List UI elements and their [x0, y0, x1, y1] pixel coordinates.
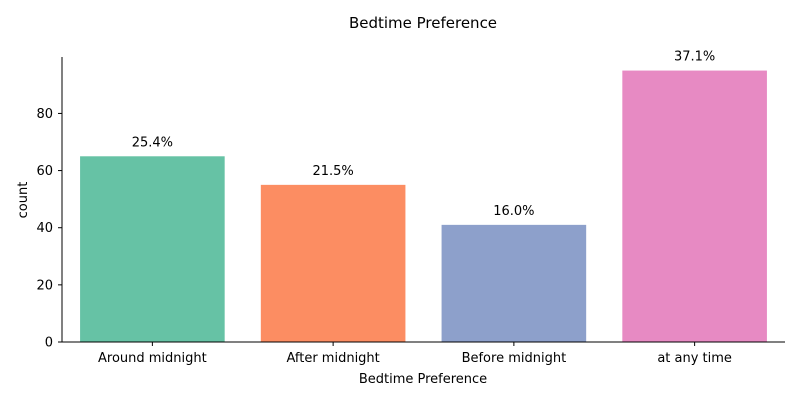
x-axis-title: Bedtime Preference: [359, 372, 487, 387]
x-tick-label-3: at any time: [657, 351, 732, 366]
chart-title: Bedtime Preference: [349, 14, 497, 32]
bar-3: [622, 70, 767, 343]
data-label-1: 21.5%: [312, 164, 353, 179]
bars-layer: [80, 70, 767, 343]
data-label-3: 37.1%: [674, 50, 715, 65]
x-tick-label-1: After midnight: [286, 351, 379, 366]
data-labels-layer: 25.4% 21.5% 16.0% 37.1%: [132, 50, 716, 219]
y-axis: 0 20 40 60 80: [36, 107, 62, 351]
x-axis: Around midnight After midnight Before midn…: [98, 342, 732, 366]
bar-2: [441, 224, 587, 342]
y-tick-label-2: 40: [36, 221, 53, 236]
bar-0: [80, 156, 225, 342]
data-label-2: 16.0%: [493, 204, 534, 219]
bar-1: [260, 184, 406, 342]
data-label-0: 25.4%: [132, 135, 173, 150]
y-axis-title: count: [16, 182, 31, 219]
y-tick-label-4: 80: [36, 107, 53, 122]
x-tick-label-0: Around midnight: [98, 351, 207, 366]
y-tick-label-1: 20: [36, 278, 53, 293]
y-tick-label-0: 0: [45, 336, 53, 351]
x-tick-label-2: Before midnight: [462, 351, 567, 366]
y-tick-label-3: 60: [36, 164, 53, 179]
